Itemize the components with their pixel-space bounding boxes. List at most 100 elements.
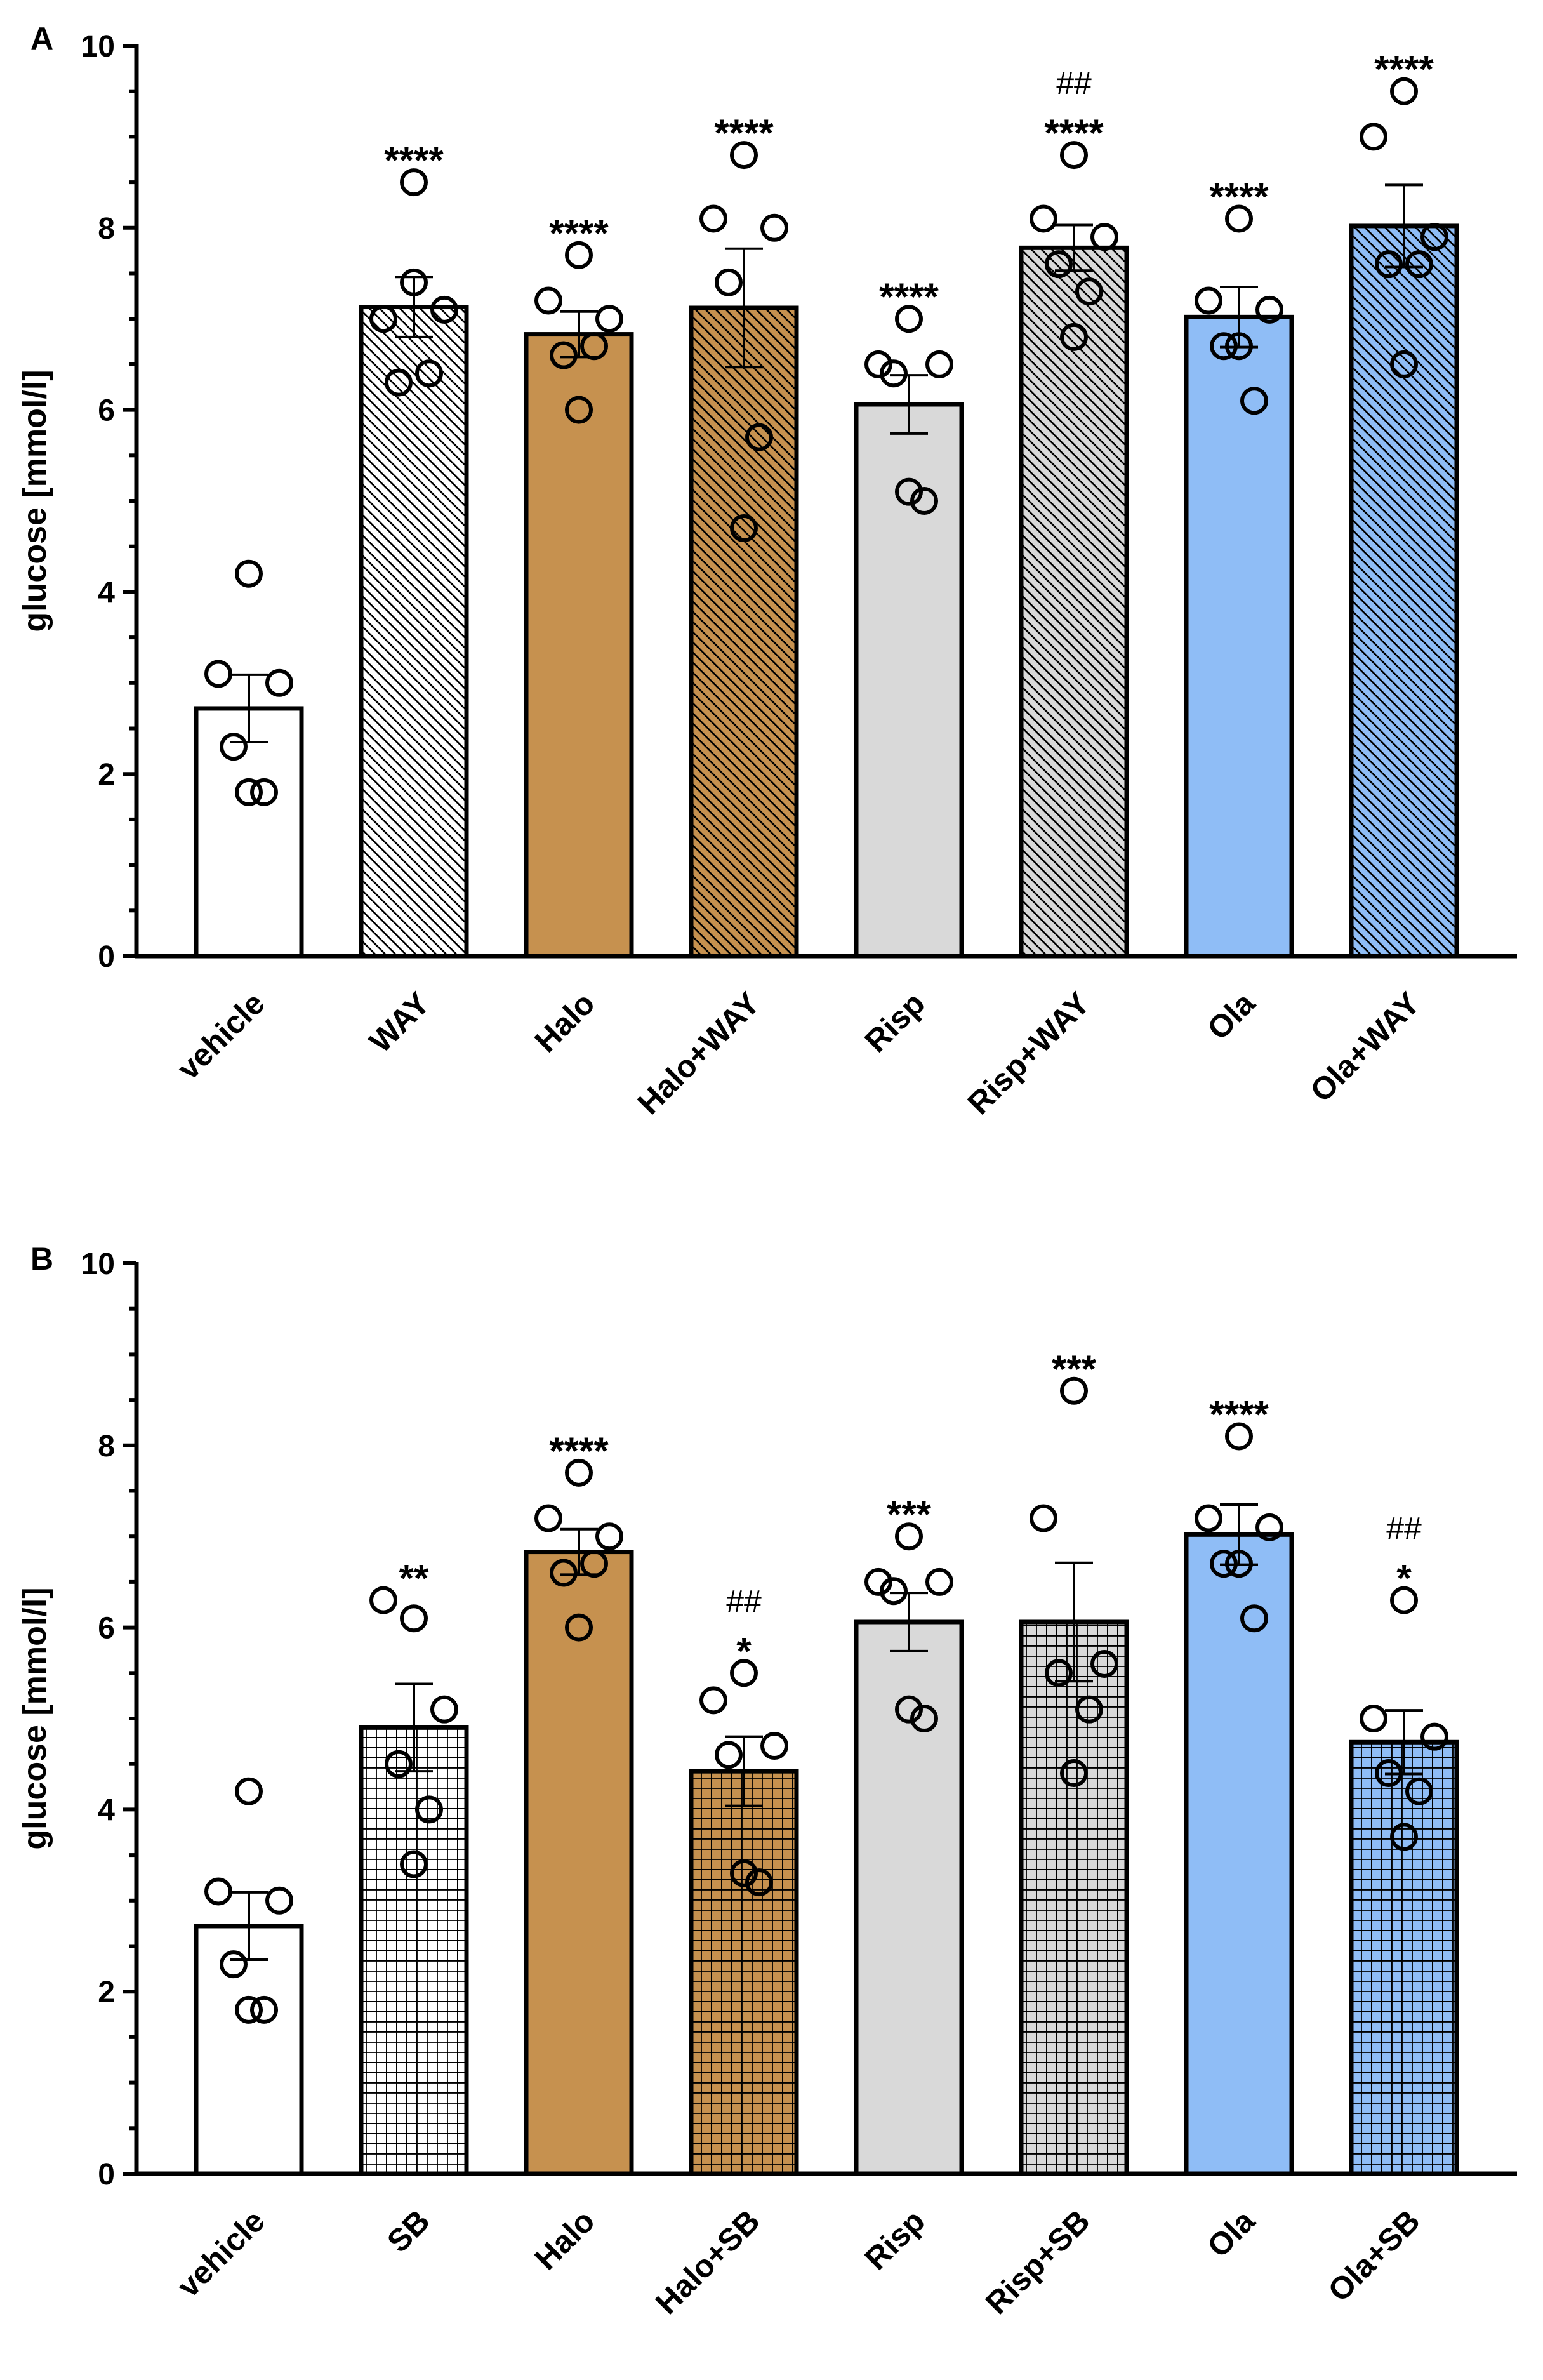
- bar-grid-pattern: [1021, 1621, 1127, 2174]
- x-tick-label: vehicle: [170, 985, 271, 1086]
- bar: [1186, 317, 1292, 956]
- significance-stars: ****: [714, 112, 774, 154]
- data-point: [895, 477, 923, 506]
- significance-stars: ****: [1209, 1393, 1269, 1435]
- data-point: [1255, 295, 1283, 324]
- data-point: [415, 1795, 443, 1824]
- data-point: [1030, 204, 1057, 233]
- data-point: [880, 359, 908, 388]
- data-point: [534, 286, 562, 315]
- data-point: [715, 268, 743, 296]
- data-point: [880, 1577, 908, 1606]
- data-point: [595, 1522, 623, 1551]
- panel-letter: A: [30, 21, 53, 57]
- data-point: [895, 305, 923, 333]
- data-point: [400, 168, 428, 197]
- data-point: [220, 1950, 248, 1979]
- bar: [856, 1621, 962, 2174]
- data-point: [204, 1877, 232, 1906]
- bar-group-ola: **** Ola: [1184, 1393, 1294, 2264]
- bar-group-ola: **** Ola: [1184, 175, 1294, 1047]
- data-point: [925, 350, 953, 378]
- data-point: [1060, 141, 1088, 170]
- data-point: [1075, 277, 1103, 306]
- data-point: [430, 295, 458, 324]
- data-point: [430, 1695, 458, 1724]
- data-point: [925, 1567, 953, 1596]
- bar-hatch: [361, 307, 467, 957]
- x-tick-label: WAY: [362, 985, 437, 1060]
- data-point: [1240, 1604, 1268, 1633]
- data-point: [565, 241, 593, 269]
- data-point: [730, 1659, 758, 1687]
- bar: [1186, 1534, 1292, 2174]
- data-point: [1375, 1759, 1403, 1788]
- data-point: [385, 368, 413, 397]
- data-point: [1360, 1705, 1387, 1732]
- bar-hatch: [1021, 248, 1127, 956]
- bar-group-risp-way: **** ## Risp+WAY: [961, 65, 1129, 1121]
- bar: [526, 1552, 632, 2174]
- data-point: [910, 487, 938, 515]
- data-point: [1045, 1659, 1073, 1687]
- x-tick-label: Risp: [858, 985, 932, 1059]
- data-point: [1390, 1586, 1418, 1614]
- x-tick-label: Halo+SB: [649, 2203, 767, 2321]
- significance-hash: ##: [1386, 1511, 1422, 1546]
- data-point: [1210, 332, 1238, 361]
- data-point: [1075, 1695, 1103, 1724]
- data-point: [565, 396, 593, 424]
- data-point: [760, 1732, 788, 1760]
- significance-stars: ****: [879, 276, 939, 318]
- data-point: [400, 1604, 428, 1633]
- data-point: [220, 733, 248, 761]
- y-axis-title: glucose [mmol/l]: [17, 369, 53, 632]
- significance-stars: ****: [1044, 112, 1104, 154]
- data-point: [1420, 1722, 1448, 1751]
- x-tick-label: Ola+SB: [1321, 2203, 1426, 2308]
- data-point: [910, 1705, 938, 1732]
- data-point: [1360, 123, 1387, 151]
- data-point: [1405, 1777, 1433, 1805]
- significance-stars: ***: [1052, 1348, 1097, 1390]
- data-point: [864, 350, 892, 378]
- x-tick-label: Ola+WAY: [1303, 985, 1427, 1109]
- y-tick-label: 6: [98, 394, 115, 428]
- bar-hatch: [691, 307, 797, 956]
- data-point: [415, 359, 443, 388]
- x-tick-label: Risp: [858, 2203, 932, 2277]
- data-point: [204, 660, 232, 688]
- data-point: [550, 341, 578, 369]
- data-point: [1225, 1422, 1253, 1451]
- bar-group-vehicle: vehicle: [170, 559, 304, 1087]
- bar-group-ola-sb: * ## Ola+SB: [1321, 1511, 1459, 2309]
- x-tick-label: SB: [380, 2203, 437, 2259]
- data-point: [1090, 1649, 1118, 1678]
- significance-stars: *: [1396, 1557, 1412, 1600]
- data-point: [534, 1504, 562, 1532]
- significance-stars: ****: [1374, 48, 1434, 91]
- data-point: [250, 1995, 278, 2024]
- data-point: [400, 1850, 428, 1878]
- bar-grid-pattern: [1351, 1742, 1457, 2174]
- data-point: [1195, 1504, 1222, 1532]
- y-tick-label: 2: [98, 1976, 115, 2009]
- significance-hash: ##: [1056, 65, 1092, 101]
- data-point: [1060, 1376, 1088, 1405]
- data-point: [369, 305, 397, 333]
- x-tick-label: Halo: [528, 2203, 602, 2277]
- data-point: [400, 268, 428, 296]
- data-point: [235, 1777, 263, 1805]
- y-tick-label: 0: [98, 940, 115, 974]
- y-tick-label: 8: [98, 212, 115, 246]
- bar-group-halo-way: **** Halo+WAY: [631, 112, 799, 1121]
- y-tick-label: 0: [98, 2158, 115, 2191]
- y-tick-label: 2: [98, 758, 115, 792]
- data-point: [1405, 250, 1433, 279]
- data-point: [550, 1559, 578, 1587]
- data-point: [1225, 1550, 1253, 1578]
- data-point: [595, 305, 623, 333]
